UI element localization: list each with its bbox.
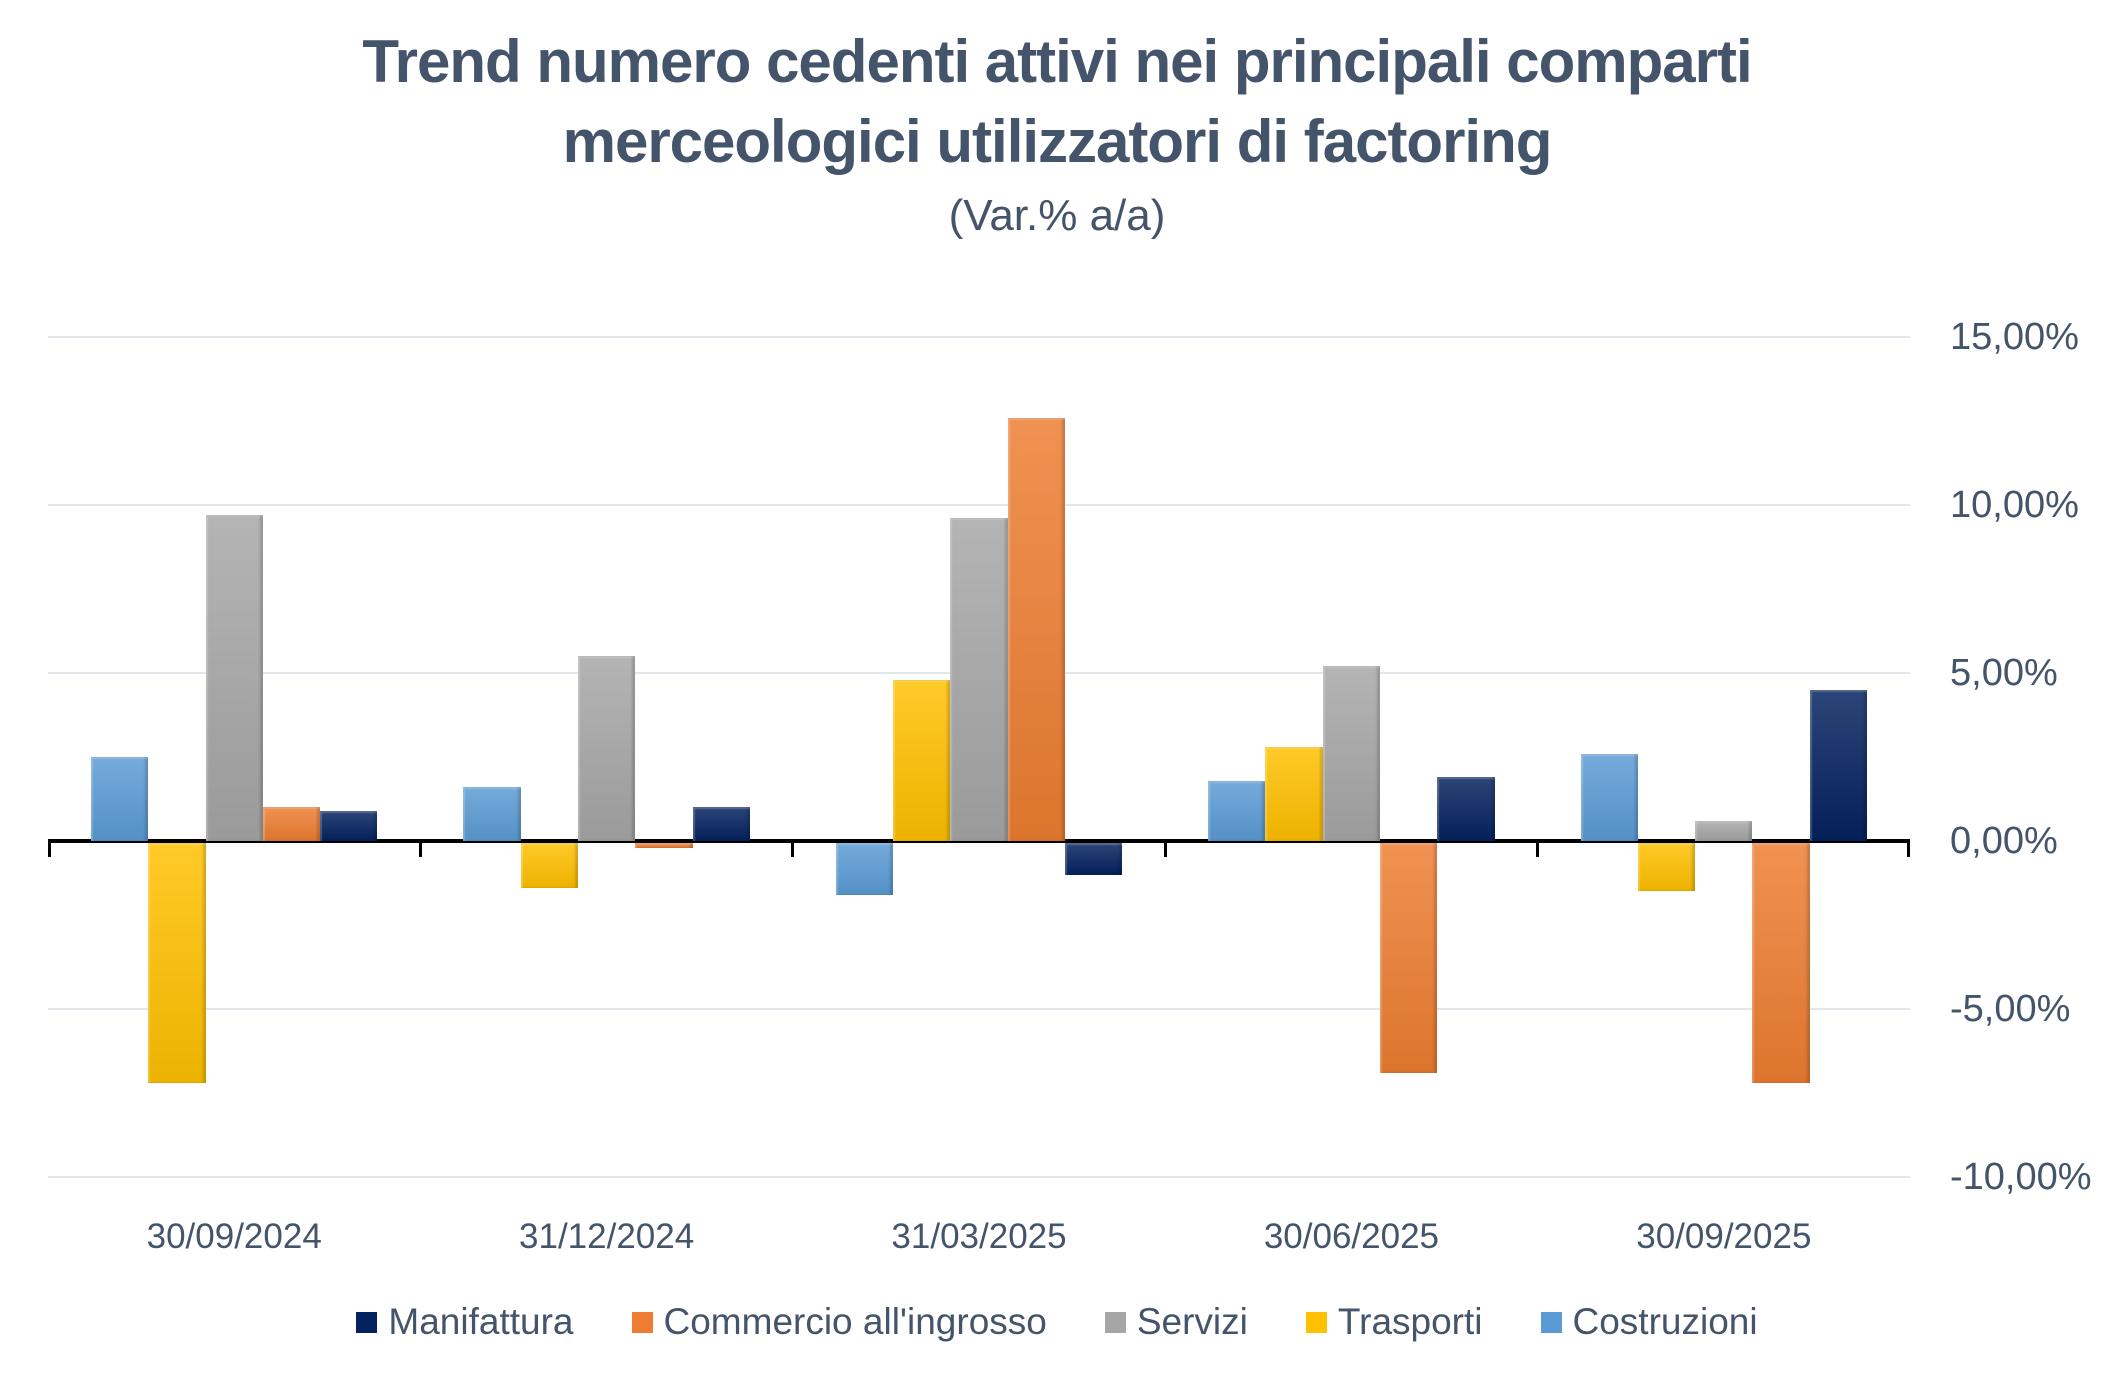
y-tick-label: -10,00% <box>1950 1156 2092 1198</box>
legend: Manifattura Commercio all'ingrosso Servizi… <box>0 1300 2114 1344</box>
legend-label: Trasporti <box>1337 1301 1483 1342</box>
bar-commercio-all-ingrosso-31-12-2024 <box>635 843 693 848</box>
bar-manifattura-31-03-2025 <box>1064 843 1123 875</box>
gridline--1000 <box>48 1176 1910 1178</box>
bar-manifattura-30-09-2025 <box>1809 689 1867 841</box>
axis-tick <box>1907 841 1910 857</box>
y-tick-label: 5,00% <box>1950 652 2058 694</box>
bar-servizi-30-06-2025 <box>1322 666 1381 841</box>
bar-commercio-all-ingrosso-30-09-2024 <box>262 807 321 841</box>
gridline-1000 <box>48 504 1910 506</box>
y-tick-label: 0,00% <box>1950 820 2058 862</box>
plot-area <box>48 336 1910 1178</box>
legend-item-costruzioni: Costruzioni <box>1540 1300 1758 1344</box>
legend-label: Servizi <box>1136 1301 1248 1342</box>
y-tick-label: -5,00% <box>1950 988 2071 1030</box>
x-category-label: 30/06/2025 <box>1263 1217 1439 1256</box>
bar-costruzioni-31-12-2024 <box>463 787 521 841</box>
bar-trasporti-30-09-2025 <box>1637 843 1696 892</box>
chart-title-line-1: Trend numero cedenti attivi nei principa… <box>362 28 1752 95</box>
axis-tick <box>1536 841 1540 857</box>
x-category-label: 31/03/2025 <box>891 1217 1067 1256</box>
bar-trasporti-30-09-2024 <box>148 843 206 1083</box>
legend-swatch-servizi-icon <box>1104 1311 1126 1333</box>
bar-servizi-31-03-2025 <box>950 518 1008 841</box>
x-category-label: 31/12/2024 <box>519 1217 695 1256</box>
x-axis-line <box>48 839 1910 843</box>
bar-costruzioni-30-06-2025 <box>1208 780 1266 841</box>
y-axis-labels: 15,00% 10,00% 5,00% 0,00% -5,00% -10,00% <box>1950 0 2114 1389</box>
bar-trasporti-31-03-2025 <box>893 679 951 841</box>
bar-commercio-all-ingrosso-30-09-2025 <box>1752 843 1810 1083</box>
bar-manifattura-31-12-2024 <box>692 807 750 841</box>
chart-subtitle: (Var.% a/a) <box>948 191 1166 240</box>
legend-swatch-costruzioni-icon <box>1540 1311 1562 1333</box>
bar-costruzioni-30-09-2025 <box>1580 753 1638 841</box>
legend-label: Commercio all'ingrosso <box>663 1301 1047 1342</box>
bar-costruzioni-30-09-2024 <box>91 757 149 841</box>
legend-item-trasporti: Trasporti <box>1305 1300 1483 1344</box>
legend-swatch-trasporti-icon <box>1305 1311 1327 1333</box>
bar-trasporti-30-06-2025 <box>1265 746 1323 841</box>
x-axis-labels: 30/09/2024 31/12/2024 31/03/2025 30/06/2025… <box>48 1215 1910 1259</box>
chart-title-line-2: merceologici utilizzatori di factoring <box>562 108 1553 175</box>
y-tick-label: 10,00% <box>1950 484 2079 526</box>
chart-header: Trend numero cedenti attivi nei principa… <box>0 22 2114 246</box>
bar-servizi-31-12-2024 <box>577 656 636 841</box>
bar-commercio-all-ingrosso-31-03-2025 <box>1007 417 1065 841</box>
axis-tick <box>48 841 51 857</box>
legend-label: Manifattura <box>388 1301 574 1342</box>
legend-item-servizi: Servizi <box>1104 1300 1248 1344</box>
legend-swatch-commercio-all-ingrosso-icon <box>631 1311 653 1333</box>
gridline-1500 <box>48 336 1910 338</box>
legend-label: Costruzioni <box>1572 1301 1758 1342</box>
axis-tick <box>418 841 422 857</box>
bar-commercio-all-ingrosso-30-06-2025 <box>1380 843 1438 1073</box>
y-tick-label: 15,00% <box>1950 316 2079 358</box>
x-category-label: 30/09/2024 <box>146 1217 322 1256</box>
gridline--500 <box>48 1008 1910 1010</box>
bar-costruzioni-31-03-2025 <box>835 843 894 895</box>
x-category-label: 30/09/2025 <box>1636 1217 1812 1256</box>
axis-tick <box>791 841 795 857</box>
bar-trasporti-31-12-2024 <box>520 843 578 889</box>
bar-manifattura-30-09-2024 <box>320 810 378 841</box>
legend-swatch-manifattura-icon <box>356 1311 378 1333</box>
bar-servizi-30-09-2024 <box>205 515 263 841</box>
bar-manifattura-30-06-2025 <box>1437 777 1495 841</box>
legend-item-manifattura: Manifattura <box>356 1300 574 1344</box>
legend-item-commercio-all-ingrosso: Commercio all'ingrosso <box>631 1300 1047 1344</box>
axis-tick <box>1163 841 1167 857</box>
bar-servizi-30-09-2025 <box>1695 820 1753 841</box>
